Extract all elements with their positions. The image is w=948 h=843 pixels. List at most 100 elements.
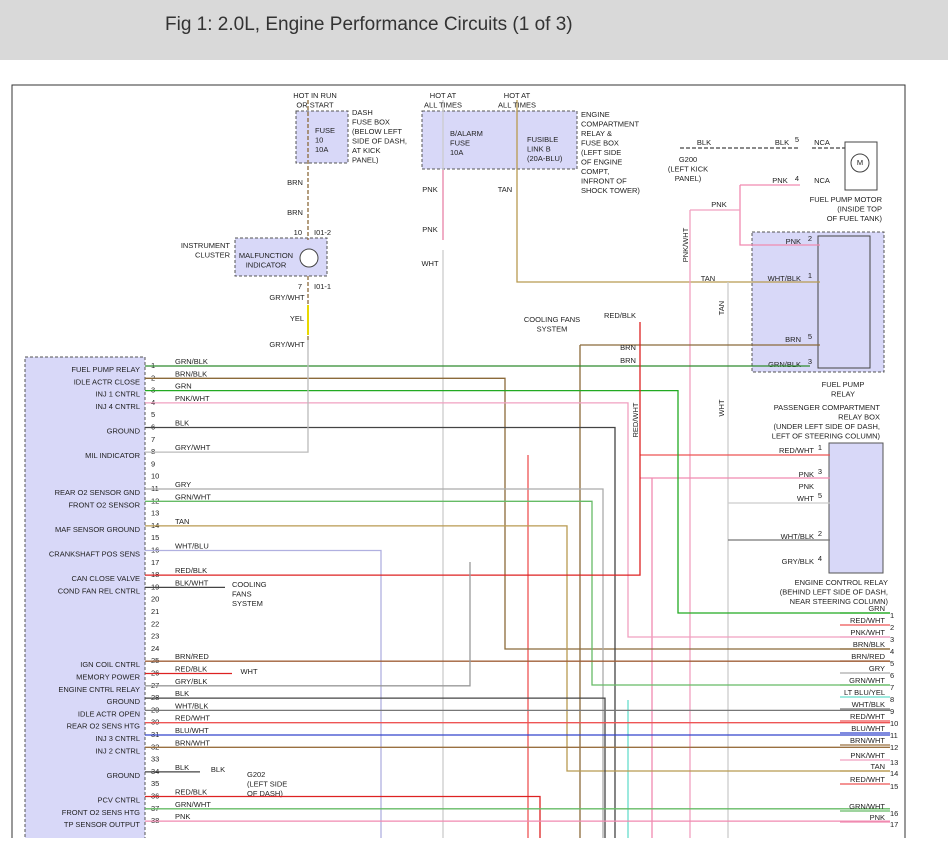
label: LINK B [527, 144, 551, 153]
pin-number: 17 [890, 820, 898, 829]
wire [640, 477, 830, 838]
pin-wire-label: WHT/BLK [852, 700, 885, 709]
label: BRN [785, 335, 801, 344]
label: BLK [697, 138, 711, 147]
pin-wire-label: BRN/RED [851, 652, 885, 661]
label: 5 [808, 332, 812, 341]
wire [145, 340, 309, 453]
pin-label: FRONT O2 SENSOR [68, 500, 140, 509]
label: CLUSTER [195, 250, 231, 259]
wire-label: TAN [175, 517, 189, 526]
label: PNK [422, 225, 437, 234]
label: PNK [422, 185, 437, 194]
label: INFRONT OF [581, 176, 627, 185]
label: FUSE [315, 126, 335, 135]
pin-number: 10 [890, 719, 898, 728]
label: FUSE BOX [352, 117, 390, 126]
pin-number: 1 [890, 611, 894, 620]
label: RELAY [831, 389, 855, 398]
pin-label: INJ 2 CNTRL [95, 746, 140, 755]
pin-number: 10 [151, 472, 159, 481]
wire [145, 525, 890, 772]
pin-number: 7 [151, 435, 155, 444]
pin-number: 4 [890, 647, 894, 656]
label: COOLING [232, 580, 267, 589]
label: GRN/BLK [768, 360, 801, 369]
wire [145, 488, 604, 838]
label: PNK [786, 237, 801, 246]
label: RED/BLK [604, 311, 636, 320]
label: FUSE BOX [581, 138, 619, 147]
pin-label: ENGINE CNTRL RELAY [58, 685, 140, 694]
label: OR START [296, 100, 334, 109]
wire [145, 322, 641, 576]
label: BRN [620, 343, 636, 352]
pin-label: GROUND [107, 697, 141, 706]
pin-label: COND FAN REL CNTRL [58, 586, 140, 595]
pin-label: IDLE ACTR CLOSE [74, 377, 140, 386]
wire-label: GRY/BLK [175, 677, 207, 686]
wire-label: RED/WHT [175, 714, 210, 723]
label: FUEL PUMP MOTOR [810, 195, 883, 204]
label: RED/WHT [779, 446, 814, 455]
label: GRY/WHT [269, 340, 305, 349]
label: BLK [211, 765, 225, 774]
pin-wire-label: BRN/WHT [850, 736, 885, 745]
label: BRN [287, 208, 303, 217]
wire-label: BLK [175, 418, 189, 427]
wire-label: PNK [175, 812, 190, 821]
pin-wire-label: GRY [869, 664, 885, 673]
label: 7 [298, 282, 302, 291]
wire [145, 549, 382, 838]
pin-label: CAN CLOSE VALVE [72, 574, 141, 583]
pin-number: 8 [890, 695, 894, 704]
label: FUEL PUMP [822, 380, 865, 389]
wire [145, 389, 890, 614]
pin-number: 7 [890, 683, 894, 692]
pin-number: 11 [890, 731, 898, 740]
label: ALL TIMES [498, 100, 536, 109]
label: PANEL) [352, 155, 379, 164]
pin-label: PCV CNTRL [97, 795, 140, 804]
pin-label: FRONT O2 SENS HTG [62, 808, 140, 817]
ecm-box [24, 356, 146, 843]
label: (BELOW LEFT [352, 127, 402, 136]
wire [516, 100, 820, 283]
wire-label: GRN/BLK [175, 357, 208, 366]
label: 1 [818, 443, 822, 452]
pin-wire-label: LT BLU/YEL [844, 688, 885, 697]
pin-label: FUEL PUMP RELAY [71, 365, 140, 374]
label: NCA [814, 138, 830, 147]
label: COMPT, [581, 167, 609, 176]
pin-number: 33 [151, 755, 159, 764]
pin-label: CRANKSHAFT POS SENS [49, 549, 140, 558]
wire [689, 209, 740, 838]
wire [145, 562, 471, 687]
label: WHT [797, 494, 814, 503]
label: GRY/BLK [782, 557, 814, 566]
pin-wire-label: PNK/WHT [850, 628, 885, 637]
frame [11, 84, 906, 843]
pin-label: REAR O2 SENSOR GND [55, 488, 141, 497]
label: G200 [679, 155, 697, 164]
pin-number: 35 [151, 779, 159, 788]
pin-label: INJ 3 CNTRL [95, 734, 140, 743]
fuel-pump-relay [817, 235, 871, 369]
wire [145, 426, 616, 838]
pin-wire-label: BRN/BLK [853, 640, 885, 649]
label: 10A [450, 148, 463, 157]
wire-label: PNK/WHT [175, 394, 210, 403]
pin-number: 2 [890, 623, 894, 632]
wires [307, 100, 845, 838]
wire [145, 377, 890, 650]
wire-label: GRY [175, 480, 191, 489]
wire [527, 454, 830, 838]
label: FANS [232, 589, 252, 598]
wire-label: WHT/BLK [175, 701, 208, 710]
label: 10 [315, 135, 323, 144]
wire-label: RED/BLK [175, 787, 207, 796]
wire [145, 697, 606, 838]
pin-wire-label: GRN [868, 604, 885, 613]
pin-label: MIL INDICATOR [85, 451, 140, 460]
